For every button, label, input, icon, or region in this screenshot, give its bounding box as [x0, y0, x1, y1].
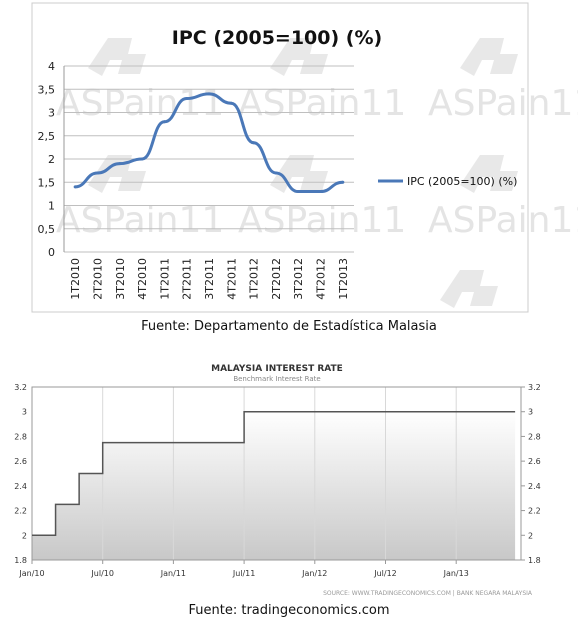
- data-point: [252, 141, 256, 145]
- rate-source: SOURCE: WWW.TRADINGECONOMICS.COM | BANK …: [323, 590, 533, 597]
- y-tick-label-left: 2: [22, 531, 27, 540]
- watermark-text: ASPain11: [238, 200, 406, 241]
- y-tick-label: 1: [48, 200, 55, 213]
- rate-caption: Fuente: tradingeconomics.com: [188, 603, 390, 618]
- y-axis-ticks: 0 0,5 1 1,5 2 2,5 3 3,5 4: [38, 60, 56, 259]
- y-tick-label-right: 2.8: [528, 432, 541, 441]
- y-tick-label-left: 2.8: [14, 432, 27, 441]
- x-tick-label: 3T2011: [203, 258, 216, 300]
- data-point: [118, 162, 122, 166]
- y-tick-label: 1,5: [38, 176, 56, 189]
- watermark-text: ASPain11: [428, 83, 578, 124]
- x-tick-label: 2T2011: [181, 258, 194, 300]
- rate-chart-title: MALAYSIA INTEREST RATE: [211, 364, 343, 374]
- y-tick-label-right: 1.8: [528, 556, 541, 565]
- y-tick-label-right: 2.4: [528, 482, 541, 491]
- data-point: [296, 190, 300, 194]
- data-point: [274, 171, 278, 175]
- y-tick-label-right: 2: [528, 531, 533, 540]
- data-point: [140, 157, 144, 161]
- y-tick-label-left: 1.8: [14, 556, 27, 565]
- data-point: [229, 101, 233, 105]
- rate-area-fill: [32, 411, 516, 560]
- rate-y-axis-right: 1.8 2 2.2 2.4 2.6 2.8 3 3.2: [521, 383, 541, 565]
- rate-step-line: [32, 410, 516, 537]
- legend-label: IPC (2005=100) (%): [407, 175, 517, 188]
- y-tick-label-right: 3.2: [528, 383, 541, 392]
- watermarks: ASPain11 ASPain11 ASPain11 ASPain11 ASPain11…: [56, 38, 578, 308]
- watermark-text: ASPain11: [56, 200, 224, 241]
- x-tick-label: 3T2010: [114, 258, 127, 300]
- x-tick-label: 3T2012: [292, 258, 305, 300]
- x-tick-label: Jul/11: [232, 569, 256, 578]
- data-point: [319, 190, 323, 194]
- y-tick-label-left: 3.2: [14, 383, 27, 392]
- x-tick-label: 4T2010: [136, 258, 149, 300]
- y-tick-label: 2,5: [38, 130, 56, 143]
- grid-lines: [64, 65, 354, 253]
- x-tick-label: 1T2012: [248, 258, 261, 300]
- data-point: [207, 92, 211, 96]
- x-tick-label: Jan/10: [18, 569, 44, 578]
- ipc-caption: Fuente: Departamento de Estadística Mala…: [141, 319, 437, 334]
- data-point: [95, 171, 99, 175]
- data-point: [185, 97, 189, 101]
- rate-plot-frame: [31, 386, 522, 561]
- x-tick-label: Jul/10: [90, 569, 114, 578]
- x-tick-label: Jul/12: [373, 569, 397, 578]
- y-tick-label-right: 2.6: [528, 457, 541, 466]
- ipc-data-points: [73, 92, 345, 194]
- y-tick-label: 2: [48, 153, 55, 166]
- x-tick-label: 1T2011: [158, 258, 171, 300]
- rate-y-axis-left: 1.8 2 2.2 2.4 2.6 2.8 3 3.2: [14, 383, 27, 565]
- x-tick-label: 1T2013: [337, 258, 350, 300]
- y-tick-label: 0: [48, 246, 55, 259]
- rate-chart-subtitle: Benchmark Interest Rate: [233, 375, 320, 383]
- y-tick-label: 3,5: [38, 83, 56, 96]
- x-tick-label: Jan/11: [160, 569, 186, 578]
- watermark-text: ASPain11: [428, 200, 578, 241]
- ipc-chart: ASPain11 ASPain11 ASPain11 ASPain11 ASPain11…: [31, 2, 578, 313]
- y-tick-label-right: 2.2: [528, 507, 541, 516]
- interest-rate-chart: MALAYSIA INTEREST RATE Benchmark Interes…: [14, 364, 541, 597]
- legend: IPC (2005=100) (%): [378, 175, 517, 188]
- x-tick-label: Jan/12: [301, 569, 327, 578]
- x-tick-label: 1T2010: [69, 258, 82, 300]
- y-tick-label-left: 3: [22, 408, 27, 417]
- watermark-text: ASPain11: [238, 83, 406, 124]
- y-tick-label-right: 3: [528, 408, 533, 417]
- chart-title: IPC (2005=100) (%): [172, 27, 382, 49]
- y-tick-label-left: 2.6: [14, 457, 27, 466]
- y-tick-label-left: 2.2: [14, 507, 27, 516]
- y-tick-label: 4: [48, 60, 55, 73]
- data-point: [73, 185, 77, 189]
- y-tick-label: 3: [48, 107, 55, 120]
- x-tick-label: Jan/13: [443, 569, 469, 578]
- data-point: [162, 120, 166, 124]
- x-tick-label: 2T2012: [270, 258, 283, 300]
- x-tick-label: 4T2012: [315, 258, 328, 300]
- x-axis-ticks: 1T2010 2T2010 3T2010 4T2010 1T2011 2T2011 3T20…: [69, 258, 350, 300]
- y-tick-label: 0,5: [38, 223, 56, 236]
- rate-x-axis: Jan/10 Jul/10 Jan/11 Jul/11 Jan/12 Jul/12 Jan/…: [18, 560, 469, 578]
- y-tick-label-left: 2.4: [14, 482, 27, 491]
- x-tick-label: 4T2011: [225, 258, 238, 300]
- x-tick-label: 2T2010: [91, 258, 104, 300]
- watermark-text: ASPain11: [56, 83, 224, 124]
- data-point: [341, 180, 345, 184]
